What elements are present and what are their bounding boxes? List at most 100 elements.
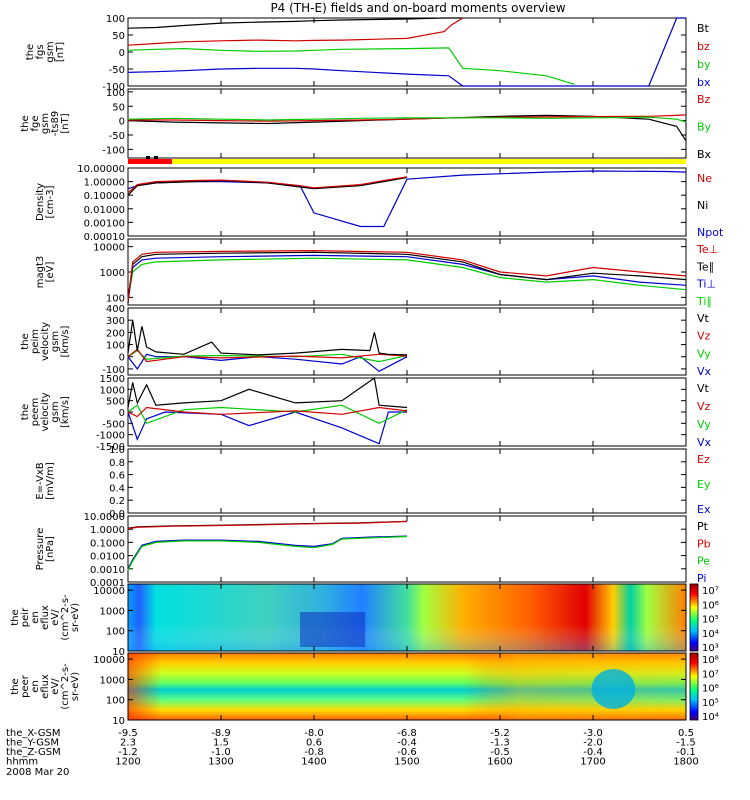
y-axis-label: fgs	[35, 44, 46, 59]
y-tick-label: 400	[106, 304, 125, 315]
figure-title: P4 (TH-E) fields and on-board moments ov…	[270, 1, 565, 15]
ephemeris-value: 1300	[208, 757, 233, 768]
y-tick-label: 0.1000	[90, 538, 125, 549]
y-tick-label: 300	[106, 316, 125, 327]
ephemeris-value: -1.0	[211, 747, 231, 758]
series-line-Pi	[127, 535, 408, 570]
quality-bar-yellow-segment	[172, 159, 686, 164]
y-axis-label: the	[20, 333, 31, 349]
ephemeris-value: -0.8	[304, 747, 324, 758]
ephemeris-value: -0.5	[490, 747, 510, 758]
panel-frame	[127, 448, 687, 514]
y-axis-label: magt3	[35, 256, 46, 289]
y-tick-label: -50	[109, 131, 125, 142]
panel-3: 10.00000 1.00000 0.10000 0.01000 0.00100 0.00…	[35, 164, 724, 243]
y-axis-label: eV/	[50, 678, 61, 695]
y-tick-label: 0.00010	[84, 232, 125, 243]
y-tick-label: 0.8	[109, 458, 125, 469]
series-line-Pb	[127, 520, 408, 530]
legend-entry: Vz	[697, 400, 711, 413]
legend-entry: bz	[697, 40, 710, 53]
ephemeris-value: 1400	[301, 757, 326, 768]
legend-entry: Vy	[697, 418, 711, 431]
quality-marker	[146, 156, 150, 159]
ephemeris-value: -1.2	[118, 747, 138, 758]
series-line-Ti∥	[127, 257, 687, 300]
y-axis-label: [km/s]	[60, 396, 71, 428]
ephemeris-value: 2.3	[120, 738, 136, 749]
ephemeris-value: 1.5	[213, 738, 229, 749]
y-axis-label: the	[10, 609, 21, 625]
y-axis-label: [eV]	[45, 262, 56, 283]
y-tick-label: -100	[102, 365, 125, 376]
y-axis-label: eflux	[40, 674, 51, 699]
y-axis-label: sr-eV)	[70, 603, 81, 632]
panel-frame	[127, 88, 687, 159]
y-tick-label: 0.2	[109, 496, 125, 507]
legend-entry: Vt	[697, 312, 710, 325]
colorbar-label: 10⁶	[702, 600, 719, 611]
panel-frame	[127, 17, 687, 87]
y-axis-label: [cm-3]	[45, 185, 56, 218]
data-quality-bar	[128, 156, 686, 164]
ephemeris-value: -0.6	[397, 747, 417, 758]
ephemeris-value: -3.0	[583, 728, 603, 739]
y-axis-label: velocity	[40, 392, 51, 431]
legend-entry: Vx	[697, 365, 712, 378]
ephemeris-value: -8.9	[211, 728, 231, 739]
y-axis-label: [nPa]	[45, 536, 56, 562]
colorbar-label: 10⁷	[702, 586, 719, 597]
y-tick-label: 0.0	[109, 509, 125, 520]
ephemeris-value: -9.5	[118, 728, 138, 739]
y-axis-label: peim	[30, 329, 41, 354]
series-line-Vx	[127, 411, 407, 445]
legend-entry: Vz	[697, 330, 711, 343]
legend-entry: bx	[697, 76, 711, 89]
y-axis-label: peir	[20, 607, 31, 627]
y-tick-label: 100	[106, 696, 125, 707]
ephemeris-value: -6.8	[397, 728, 417, 739]
legend-entry: Bz	[697, 93, 711, 106]
colorbar-label: 10⁵	[702, 698, 719, 709]
y-tick-label: -100	[102, 145, 125, 156]
ephemeris-value: 0.5	[678, 728, 694, 739]
panel-8: 10.0000 1.0000 0.1000 0.0100 0.0010 0.0001 Pre…	[35, 512, 711, 589]
y-tick-label: 1500	[100, 374, 125, 385]
y-tick-label: -1000	[96, 431, 125, 442]
legend-entry: Ti∥	[696, 295, 712, 308]
series-line-Vt	[127, 376, 408, 409]
series-line-Ne	[127, 176, 408, 194]
ephemeris-value: -8.0	[304, 728, 324, 739]
y-tick-label: 200	[106, 328, 125, 339]
panel-frame	[127, 238, 687, 306]
y-tick-label: -500	[102, 419, 125, 430]
colorbar-label: 10⁴	[702, 712, 719, 723]
y-axis-label: the	[25, 44, 36, 60]
y-tick-label: 0.6	[109, 471, 125, 482]
ephemeris-value: 1500	[394, 757, 419, 768]
ephemeris-value: -0.1	[676, 747, 696, 758]
y-axis-label: sr-eV)	[70, 672, 81, 701]
y-tick-label: -100	[102, 82, 125, 93]
y-tick-label: 10	[112, 716, 125, 727]
y-axis-label: eflux	[40, 605, 51, 630]
series-line-By	[127, 116, 687, 123]
y-axis-label: velocity	[40, 322, 51, 361]
colorbar-label: 10³	[702, 643, 719, 654]
y-tick-label: -50	[109, 65, 125, 76]
ephemeris-value: 0.6	[306, 738, 322, 749]
panel-frame	[127, 167, 687, 237]
spectrogram-shade	[128, 584, 686, 651]
panel-9: 10⁷ 10⁶ 10⁵ 10⁴ 10³ 10000 1000 100 10 the peir en ef…	[10, 583, 719, 658]
legend-entry: By	[697, 121, 712, 134]
y-tick-label: 1.0	[109, 445, 125, 456]
colorbar-label: 10⁶	[702, 684, 719, 695]
y-axis-label: the	[20, 404, 31, 420]
series-line-Npot	[127, 170, 687, 228]
colorbar	[689, 583, 699, 652]
y-tick-label: 0	[119, 117, 125, 128]
y-axis-label: the	[20, 115, 31, 131]
y-axis-label: -ts89	[50, 111, 61, 136]
y-tick-label: 0.0100	[90, 552, 125, 563]
